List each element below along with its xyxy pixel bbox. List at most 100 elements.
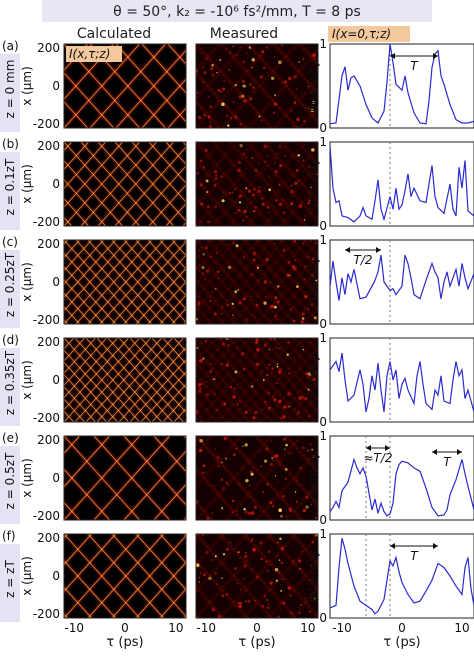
measured-speckle <box>277 60 282 65</box>
measured-speckle <box>199 358 203 363</box>
calculated-map-highlight <box>118 347 186 422</box>
measured-speckle <box>220 417 222 419</box>
measured-map-line <box>196 240 260 312</box>
measured-speckle <box>278 183 281 186</box>
measured-speckle <box>283 80 288 84</box>
measured-speckle <box>232 316 235 319</box>
measured-speckle <box>222 553 226 556</box>
measured-speckle <box>302 159 305 162</box>
measured-speckle <box>235 211 238 214</box>
measured-speckle <box>274 162 276 164</box>
measured-speckle <box>228 192 232 195</box>
measured-speckle <box>217 270 220 273</box>
measured-speckle <box>239 601 243 605</box>
calculated-map-highlight <box>111 241 186 324</box>
panel-label: (c) <box>2 235 18 249</box>
measured-speckle <box>308 165 312 169</box>
figure-row: z = 0.1zT (b)x (μm) -200 0 200 Intensity 0 1 <box>0 135 474 233</box>
measured-speckle <box>247 189 251 193</box>
measured-speckle <box>276 615 280 618</box>
measured-speckle <box>310 108 314 113</box>
arrow-head <box>432 449 437 455</box>
measured-speckle <box>254 168 258 172</box>
calculated-map-highlight <box>151 338 186 377</box>
measured-speckle <box>256 347 260 352</box>
measured-speckle <box>278 368 283 372</box>
calculated-map-highlight <box>151 383 186 422</box>
measured-speckle <box>290 189 294 194</box>
measured-speckle <box>298 180 301 182</box>
lineout-trace <box>329 146 474 223</box>
measured-speckle <box>242 445 244 448</box>
measured-speckle <box>251 66 253 69</box>
measured-speckle <box>206 516 210 520</box>
measured-speckle <box>270 304 275 309</box>
measured-speckle <box>302 57 305 61</box>
measured-map-line <box>196 338 250 399</box>
measured-speckle <box>202 66 205 69</box>
measured-speckle <box>270 440 273 443</box>
measured-speckle <box>279 348 281 350</box>
measured-speckle <box>308 610 310 613</box>
calculated-map-highlight <box>64 534 140 618</box>
calculated-map <box>64 534 186 618</box>
calculated-map-highlight <box>96 338 173 422</box>
measured-map <box>196 44 318 128</box>
measured-speckle <box>208 576 212 581</box>
measured-speckle <box>258 186 261 189</box>
lineout-tick-label: 0 <box>319 121 327 135</box>
measured-speckle <box>213 484 216 487</box>
measured-speckle <box>289 184 291 187</box>
measured-speckle <box>234 115 238 120</box>
measured-speckle <box>269 462 273 467</box>
measured-speckle <box>304 295 308 299</box>
panel-label: (d) <box>2 333 19 347</box>
measured-speckle <box>202 573 206 577</box>
measured-speckle <box>215 251 218 254</box>
measured-speckle <box>289 594 292 597</box>
measured-speckle <box>282 248 286 252</box>
measured-speckle <box>198 390 201 393</box>
measured-speckle <box>201 272 204 274</box>
lineout-axis-label: Intensity <box>306 158 320 210</box>
figure-row: z = 0.35zT (d)x (μm) -200 0 200 Intensity 0 1 <box>0 331 474 429</box>
measured-speckle <box>244 554 248 559</box>
measured-speckle <box>206 191 209 193</box>
measured-speckle <box>236 347 238 350</box>
measured-speckle <box>290 577 293 579</box>
measured-speckle <box>263 400 267 404</box>
measured-speckle <box>286 353 289 356</box>
measured-speckle <box>241 94 245 98</box>
measured-speckle <box>237 209 241 212</box>
measured-map-line <box>196 436 243 488</box>
measured-speckle <box>269 581 273 585</box>
measured-speckle <box>310 503 312 506</box>
calculated-map <box>64 240 186 324</box>
measured-speckle <box>197 115 202 120</box>
calculated-map-highlight <box>141 78 186 128</box>
measured-speckle <box>279 609 281 611</box>
measured-speckle <box>201 265 205 270</box>
measured-speckle <box>298 396 302 400</box>
measured-speckle <box>232 45 234 48</box>
measured-speckle <box>227 124 230 127</box>
lineout-frame <box>329 43 474 129</box>
map-axis-label: x (μm) <box>20 556 34 596</box>
measured-speckle <box>230 385 233 389</box>
measured-speckle <box>311 148 315 152</box>
period-annotation: ≈T/2 <box>363 451 392 465</box>
measured-speckle <box>235 510 238 512</box>
measured-speckle <box>313 57 317 61</box>
measured-speckle <box>214 572 218 575</box>
measured-speckle <box>296 483 299 485</box>
calculated-map-highlight <box>167 107 186 128</box>
measured-speckle <box>225 457 228 460</box>
measured-speckle <box>202 253 205 256</box>
measured-speckle <box>260 465 263 468</box>
measured-map-frame <box>195 141 319 227</box>
lineout-tick-label: 1 <box>319 331 327 345</box>
measured-speckle <box>201 471 203 474</box>
measured-speckle <box>214 555 217 558</box>
map-axis-label: x (μm) <box>20 458 34 498</box>
map-tick-label: 200 <box>37 41 60 55</box>
